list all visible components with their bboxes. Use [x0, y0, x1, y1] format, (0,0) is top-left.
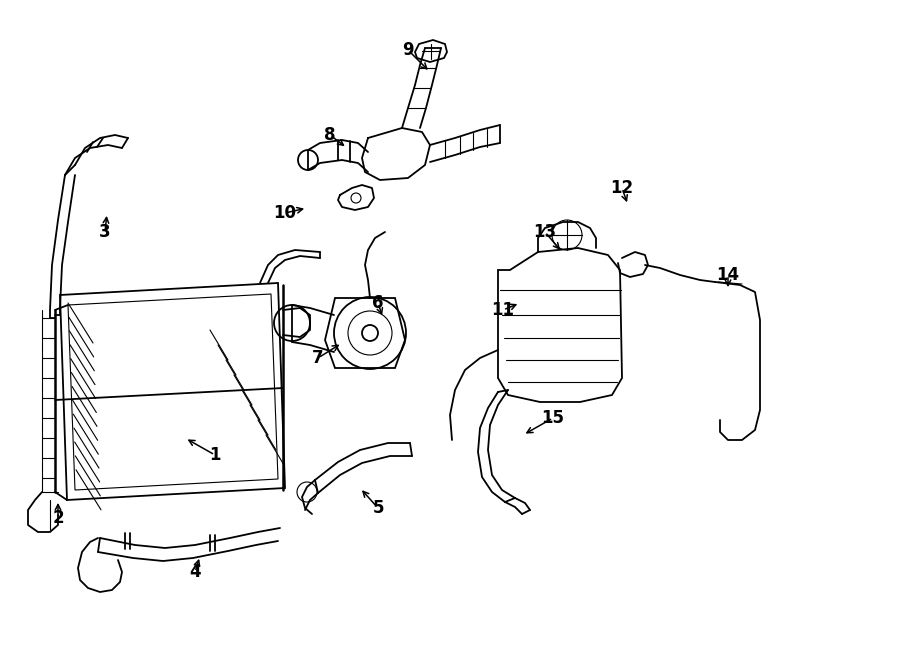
Text: 6: 6: [373, 294, 383, 312]
Text: 11: 11: [491, 301, 515, 319]
Text: 13: 13: [534, 223, 556, 241]
Text: 10: 10: [274, 204, 296, 222]
Text: 15: 15: [542, 409, 564, 427]
Text: 14: 14: [716, 266, 740, 284]
Text: 2: 2: [52, 509, 64, 527]
Text: 9: 9: [402, 41, 414, 59]
Text: 7: 7: [312, 349, 324, 367]
Text: 8: 8: [324, 126, 336, 144]
Text: 12: 12: [610, 179, 634, 197]
Circle shape: [362, 325, 378, 341]
Text: 5: 5: [373, 499, 383, 517]
Text: 3: 3: [99, 223, 111, 241]
Text: 4: 4: [189, 563, 201, 581]
Text: 1: 1: [209, 446, 220, 464]
